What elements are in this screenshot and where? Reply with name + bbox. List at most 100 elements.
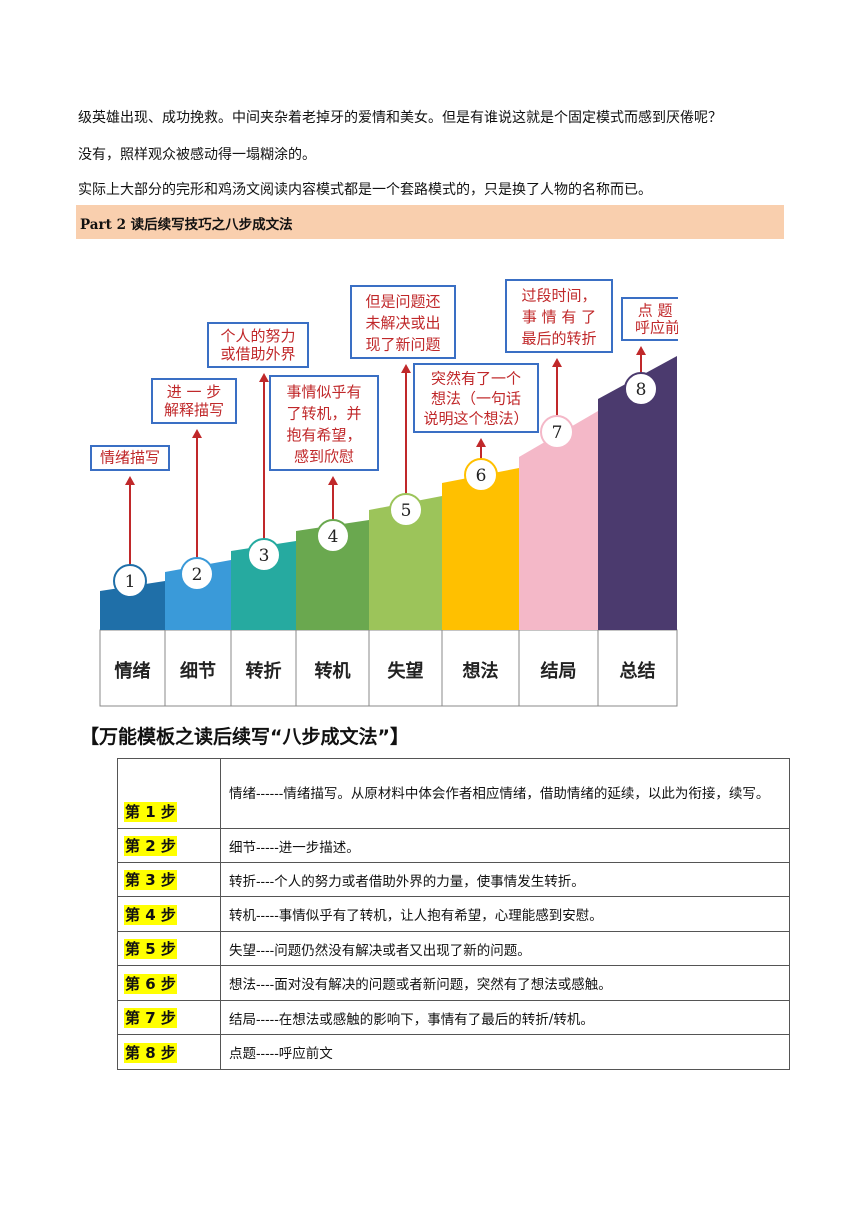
table-row: 第 4 步 转机-----事情似乎有了转机，让人抱有希望，心理能感到安慰。 <box>117 896 790 932</box>
step-name-5: 失望 <box>388 660 424 682</box>
callout-box <box>151 378 237 424</box>
callout-text: 或借助外界 <box>220 345 295 363</box>
step-cell: 第 4 步 <box>117 896 221 932</box>
paragraph-1: 级英雄出现、成功挽救。中间夹杂着老掉牙的爱情和美女。但是有谁说这就是个固定模式而… <box>78 110 722 126</box>
callout-text: 过段时间， <box>521 287 596 305</box>
step-label: 第 2 步 <box>124 836 177 856</box>
step-cell: 第 1 步 <box>117 758 221 829</box>
step-bar-4 <box>296 520 369 630</box>
table-row: 第 6 步 想法----面对没有解决的问题或者新问题，突然有了想法或感触。 <box>117 965 790 1001</box>
callout-text: 突然有了一个 <box>431 370 521 388</box>
step-description: 细节-----进一步描述。 <box>220 828 790 863</box>
callout-text: 但是问题还 <box>365 293 440 311</box>
arrow-head-icon <box>125 476 135 485</box>
step-bar-8 <box>598 356 677 630</box>
step-description: 点题-----呼应前文 <box>220 1034 790 1070</box>
arrow-head-icon <box>192 429 202 438</box>
callout-box <box>90 445 170 471</box>
step-circle <box>316 519 350 553</box>
step-label: 第 1 步 <box>124 802 177 822</box>
step-name-8: 总结 <box>620 660 656 682</box>
step-circle <box>540 415 574 449</box>
step-circle <box>247 538 281 572</box>
step-circle <box>113 564 147 598</box>
step-description: 想法----面对没有解决的问题或者新问题，突然有了想法或感触。 <box>220 965 790 1001</box>
labels-row <box>99 629 678 707</box>
table-row: 第 3 步 转折----个人的努力或者借助外界的力量，使事情发生转折。 <box>117 862 790 897</box>
callout-text: 想法（一句话 <box>431 390 521 408</box>
step-number-4: 4 <box>328 527 339 547</box>
step-label: 第 8 步 <box>124 1042 177 1063</box>
step-name-7: 结局 <box>541 660 577 682</box>
step-bar-7 <box>519 411 598 630</box>
step-name-4: 转机 <box>315 660 351 682</box>
step-name-3: 转折 <box>246 660 282 682</box>
callout-text: 现了新问题 <box>365 335 440 353</box>
step-circle <box>624 372 658 406</box>
step-description: 转机-----事情似乎有了转机，让人抱有希望，心理能感到安慰。 <box>220 896 790 932</box>
step-number-2: 2 <box>192 565 203 585</box>
paragraph-3: 实际上大部分的完形和鸡汤文阅读内容模式都是一个套路模式的，只是换了人物的名称而已… <box>78 182 652 198</box>
arrow-head-icon <box>328 476 338 485</box>
step-label: 第 5 步 <box>124 939 177 959</box>
table-row: 第 7 步 结局-----在想法或感触的影响下，事情有了最后的转折/转机。 <box>117 1000 790 1035</box>
part-heading: Part 2 读后续写技巧之八步成文法 <box>80 217 293 233</box>
step-description: 转折----个人的努力或者借助外界的力量，使事情发生转折。 <box>220 862 790 897</box>
step-name-1: 情绪 <box>115 660 151 682</box>
step-circle <box>464 458 498 492</box>
step-bar-6 <box>442 468 519 630</box>
step-label: 第 3 步 <box>124 870 177 890</box>
callout-text: 呼应前文 <box>635 318 678 336</box>
arrow-head-icon <box>259 373 269 382</box>
table-row: 第 8 步 点题-----呼应前文 <box>117 1034 790 1070</box>
callout-text: 了转机，并 <box>286 404 361 422</box>
callout-text: 情绪描写 <box>100 448 160 466</box>
arrow-head-icon <box>636 346 646 355</box>
callout-box <box>207 322 309 368</box>
callout-text: 个人的努力 <box>220 327 295 345</box>
callout-text: 抱有希望， <box>286 426 361 444</box>
steps-table: 第 1 步 情绪------情绪描写。从原材料中体会作者相应情绪，借助情绪的延续… <box>117 758 790 1070</box>
table-row: 第 2 步 细节-----进一步描述。 <box>117 828 790 863</box>
arrow-head-icon <box>401 364 411 373</box>
template-heading: 【万能模板之读后续写“八步成文法”】 <box>80 726 409 748</box>
callout-box <box>413 363 539 433</box>
step-cell: 第 2 步 <box>117 828 221 863</box>
part-heading-banner: Part 2 读后续写技巧之八步成文法 <box>76 205 784 239</box>
callout-text: 最后的转折 <box>521 329 596 347</box>
step-number-6: 6 <box>476 466 487 486</box>
callout-text: 事情似乎有 <box>286 383 361 401</box>
step-cell: 第 6 步 <box>117 965 221 1001</box>
paragraph-2: 没有，照样观众被感动得一塌糊涂的。 <box>78 147 316 163</box>
step-number-8: 8 <box>636 380 647 400</box>
table-row: 第 1 步 情绪------情绪描写。从原材料中体会作者相应情绪，借助情绪的延续… <box>117 758 790 829</box>
step-bar-1 <box>100 581 165 630</box>
step-label: 第 7 步 <box>124 1008 177 1028</box>
step-circle <box>389 493 423 527</box>
table-row: 第 5 步 失望----问题仍然没有解决或者又出现了新的问题。 <box>117 931 790 966</box>
step-cell: 第 3 步 <box>117 862 221 897</box>
callout-text: 未解决或出 <box>365 314 440 332</box>
step-label: 第 6 步 <box>124 973 177 994</box>
callout-box <box>621 297 678 341</box>
step-number-5: 5 <box>401 501 412 521</box>
callout-text: 感到欣慰 <box>294 447 354 465</box>
step-number-3: 3 <box>259 546 270 566</box>
callout-text: 说明这个想法） <box>423 410 528 428</box>
step-circle <box>180 557 214 591</box>
callout-text: 进 一 步 <box>167 383 222 401</box>
callout-text: 点 题 ， <box>638 301 678 319</box>
step-description: 结局-----在想法或感触的影响下，事情有了最后的转折/转机。 <box>220 1000 790 1035</box>
step-bar-3 <box>231 541 296 630</box>
step-number-7: 7 <box>552 423 563 443</box>
step-description: 情绪------情绪描写。从原材料中体会作者相应情绪，借助情绪的延续，以此为衔接… <box>220 758 790 829</box>
callout-box <box>505 279 613 353</box>
callout-text: 事 情 有 了 <box>522 308 596 326</box>
step-number-1: 1 <box>125 572 136 592</box>
arrow-head-icon <box>476 438 486 447</box>
step-label: 第 4 步 <box>124 904 177 925</box>
step-cell: 第 5 步 <box>117 931 221 966</box>
step-name-6: 想法 <box>463 660 499 682</box>
step-cell: 第 7 步 <box>117 1000 221 1035</box>
